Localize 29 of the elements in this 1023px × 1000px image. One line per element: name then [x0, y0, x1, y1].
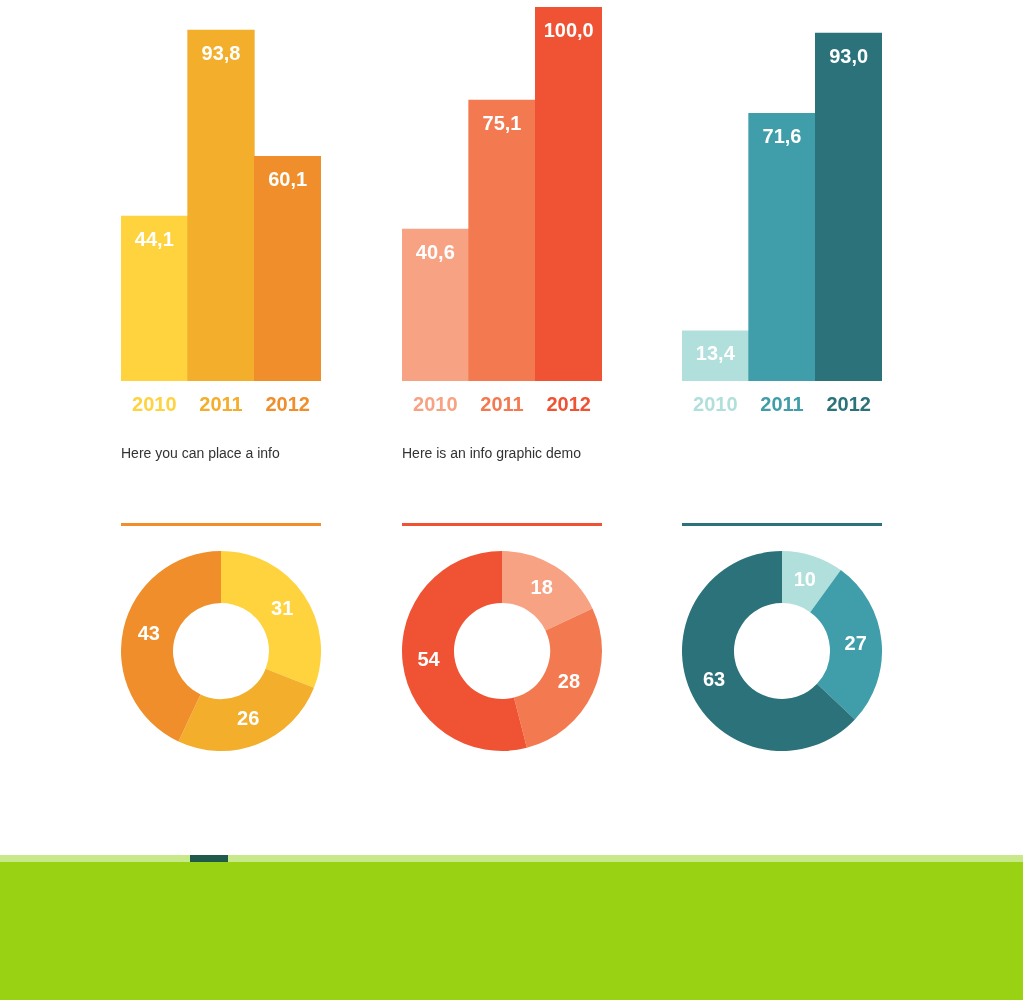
text: Here is an info graphic demo — [402, 444, 582, 463]
data-label: 31 — [271, 596, 294, 619]
data-label: 63 — [702, 667, 726, 690]
data-label: 100,0 — [543, 18, 594, 41]
x-tick-label: 2012 — [546, 392, 591, 415]
data-label: 13,4 — [695, 342, 736, 365]
x-tick-label: 2012 — [826, 392, 871, 415]
text: Here you can place a info — [121, 444, 281, 463]
data-label: 71,6 — [762, 124, 802, 147]
data-label: 43 — [137, 622, 160, 645]
x-tick-label: 2010 — [132, 392, 177, 415]
data-label: 75,1 — [482, 111, 522, 134]
data-label: 40,6 — [415, 240, 455, 263]
data-label: 54 — [417, 647, 441, 670]
x-tick-label: 2010 — [413, 392, 458, 415]
data-label: 28 — [557, 670, 581, 693]
data-label: 44,1 — [134, 227, 174, 250]
data-label: 10 — [793, 568, 816, 591]
data-label: 93,0 — [829, 44, 869, 67]
data-label: 18 — [530, 576, 553, 599]
x-tick-label: 2011 — [199, 392, 243, 415]
data-label: 27 — [844, 631, 867, 654]
x-tick-label: 2011 — [760, 392, 804, 415]
data-label: 60,1 — [268, 167, 308, 190]
data-label: 26 — [237, 707, 260, 730]
x-tick-label: 2012 — [265, 392, 310, 415]
x-tick-label: 2011 — [480, 392, 524, 415]
data-label: 93,8 — [201, 41, 241, 64]
x-tick-label: 2010 — [693, 392, 738, 415]
